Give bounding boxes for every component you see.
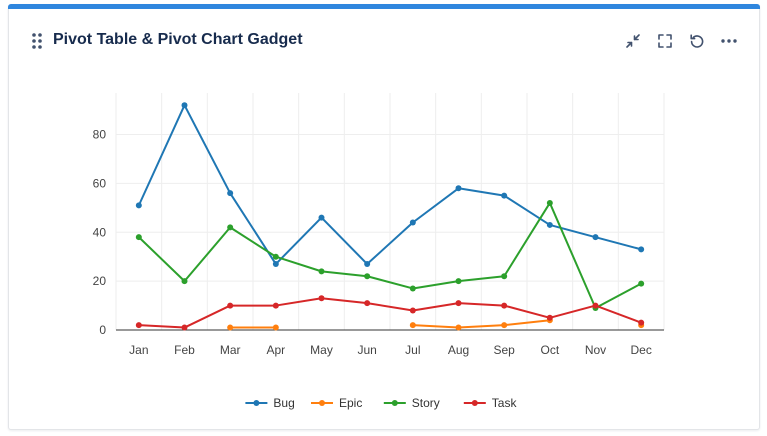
data-point-bug — [272, 261, 279, 268]
pivot-gadget: Pivot Table & Pivot Chart Gadget 0 20 40 60… — [8, 4, 760, 430]
data-point-bug — [409, 219, 416, 226]
data-point-task — [318, 295, 325, 302]
gadget-header: Pivot Table & Pivot Chart Gadget — [9, 25, 759, 55]
legend-label-epic: Epic — [339, 396, 362, 410]
data-point-bug — [638, 246, 645, 253]
more-icon — [721, 39, 737, 43]
y-tick-label: 40 — [93, 225, 107, 239]
data-point-task — [638, 319, 645, 326]
minimize-icon — [626, 34, 640, 48]
refresh-icon — [690, 34, 704, 48]
legend-label-bug: Bug — [273, 396, 294, 410]
data-point-story — [272, 253, 279, 260]
data-point-bug — [592, 234, 599, 241]
pivot-chart: 0 20 40 60 80 Jan Feb Mar Apr May Jun Jul Aug Sep Oct N… — [9, 65, 761, 431]
series-line-epic — [412, 319, 550, 329]
data-point-task — [592, 302, 599, 309]
drag-handle-icon[interactable] — [31, 32, 43, 50]
y-tick-label: 0 — [99, 323, 106, 337]
x-tick-label: Feb — [174, 343, 195, 357]
gadget-accent-bar — [8, 4, 760, 9]
data-point-bug — [135, 202, 142, 209]
x-tick-label: Aug — [448, 343, 469, 357]
minimize-button[interactable] — [621, 29, 645, 53]
data-point-bug — [181, 102, 188, 109]
series-line-bug — [137, 104, 642, 266]
x-tick-label: Oct — [540, 343, 559, 357]
x-tick-label: Jan — [129, 343, 148, 357]
data-point-epic — [227, 324, 234, 331]
data-point-task — [181, 324, 188, 331]
data-point-task — [227, 302, 234, 309]
y-tick-label: 80 — [93, 128, 107, 142]
refresh-button[interactable] — [685, 29, 709, 53]
data-point-story — [135, 234, 142, 241]
x-tick-label: Mar — [220, 343, 241, 357]
expand-icon — [658, 34, 672, 48]
data-point-story — [227, 224, 234, 231]
data-point-epic — [272, 324, 279, 331]
data-point-task — [364, 300, 371, 307]
data-point-story — [318, 268, 325, 275]
data-point-epic — [409, 322, 416, 329]
data-point-bug — [227, 190, 234, 197]
x-tick-label: Sep — [493, 343, 515, 357]
x-tick-label: Jul — [405, 343, 420, 357]
legend-marker-task — [471, 400, 478, 406]
x-tick-label: Dec — [630, 343, 651, 357]
data-point-bug — [546, 221, 553, 228]
legend-label-story: Story — [412, 396, 440, 410]
data-point-story — [181, 278, 188, 285]
legend-label-task: Task — [492, 396, 518, 410]
data-point-story — [546, 199, 553, 206]
y-tick-label: 20 — [93, 274, 107, 288]
legend-marker-epic — [319, 400, 325, 406]
x-tick-label: Nov — [585, 343, 606, 357]
line-chart: 0 20 40 60 80 Jan Feb Mar Apr May Jun Jul Aug Sep Oct N… — [93, 93, 665, 410]
data-point-bug — [318, 214, 325, 221]
data-point-task — [501, 302, 508, 309]
data-point-task — [455, 300, 462, 307]
data-point-task — [272, 302, 279, 309]
data-point-epic — [501, 322, 508, 329]
series-line-story — [138, 201, 642, 310]
data-point-task — [546, 314, 553, 321]
data-point-bug — [501, 192, 508, 199]
data-point-epic — [455, 324, 462, 331]
legend-marker-bug — [253, 400, 260, 406]
gadget-title: Pivot Table & Pivot Chart Gadget — [53, 31, 303, 48]
data-point-story — [364, 273, 371, 280]
x-tick-label: May — [310, 343, 333, 357]
series-line-task — [138, 297, 642, 329]
more-actions-button[interactable] — [717, 29, 741, 53]
data-point-story — [638, 280, 645, 287]
y-tick-label: 60 — [93, 176, 107, 190]
data-point-story — [455, 278, 462, 285]
data-point-task — [135, 322, 142, 329]
data-point-story — [501, 273, 508, 280]
x-tick-label: Jun — [357, 343, 376, 357]
legend-marker-story — [391, 400, 398, 406]
data-point-story — [409, 285, 416, 292]
fullscreen-button[interactable] — [653, 29, 677, 53]
data-point-bug — [364, 261, 371, 268]
data-point-task — [409, 307, 416, 314]
data-point-bug — [455, 185, 462, 192]
x-tick-label: Apr — [266, 343, 285, 357]
